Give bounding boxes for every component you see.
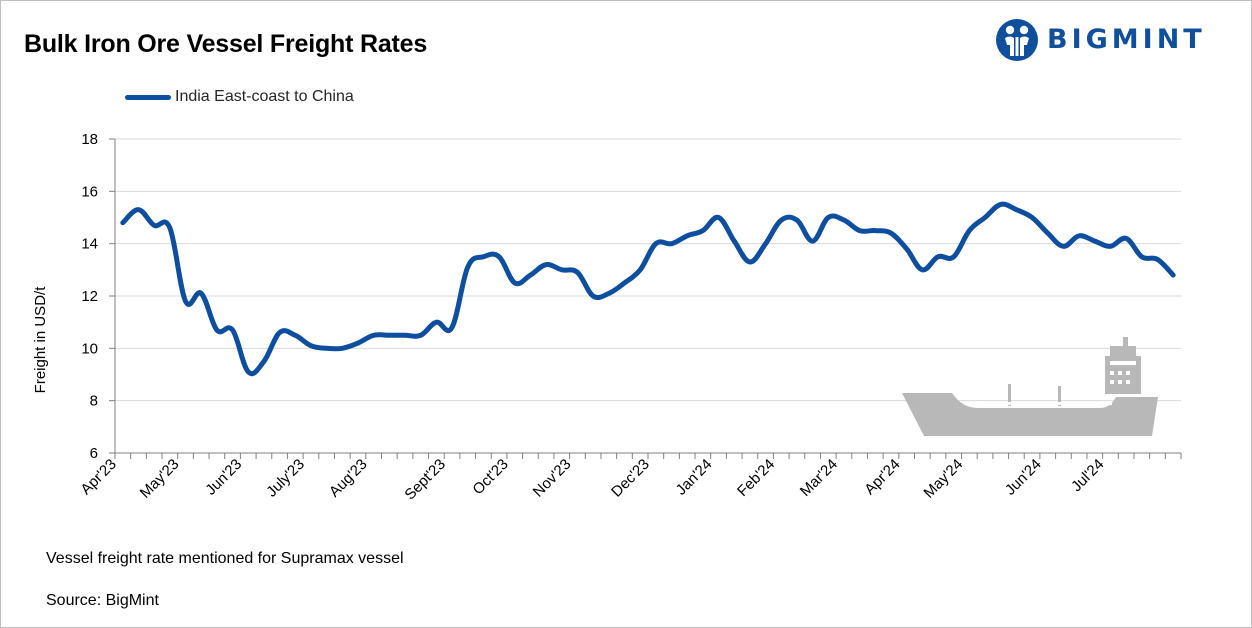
legend-swatch [125, 94, 171, 100]
x-tick-label: Nov'23 [530, 456, 575, 501]
axes [109, 138, 1182, 459]
bigmint-logo: BIGMINT [995, 18, 1225, 62]
x-tick-label: May'23 [137, 456, 183, 502]
y-tick-label: 10 [81, 340, 98, 357]
x-tick-label: Mar'24 [797, 456, 841, 500]
x-tick-label: Jun'24 [1002, 456, 1045, 499]
series-line-india-east-coast-to-china [120, 201, 1176, 377]
legend: India East-coast to China [125, 86, 354, 108]
footnote: Vessel freight rate mentioned for Supram… [46, 550, 404, 567]
ship-illustration [902, 337, 1158, 436]
gridlines [115, 138, 1181, 402]
y-axis-label: Freight in USD/t [32, 286, 49, 394]
x-tick-labels: Apr'23 May'23 Jun'23 July'23 Aug'23 Sept'23 Oc… [77, 456, 1107, 504]
bigmint-logo-icon [996, 19, 1038, 61]
x-tick-label: Jan'24 [673, 456, 716, 499]
y-tick-label: 8 [90, 393, 98, 410]
x-tick-label: Jul'24 [1068, 456, 1107, 495]
y-tick-label: 12 [81, 288, 98, 305]
y-tick-label: 14 [81, 236, 98, 253]
x-tick-label: Apr'23 [77, 456, 119, 498]
x-tick-label: May'24 [920, 456, 966, 502]
source-note: Source: BigMint [46, 592, 159, 609]
logo-wordmark: BIGMINT [1047, 24, 1206, 55]
y-tick-labels: 6 8 10 12 14 16 18 [81, 131, 98, 462]
y-tick-label: 18 [81, 131, 98, 148]
x-tick-label: July'23 [263, 456, 308, 501]
legend-label: India East-coast to China [175, 88, 354, 105]
x-tick-label: Dec'23 [608, 456, 653, 501]
x-tick-label: Jun'23 [202, 456, 245, 499]
x-tick-label: Oct'23 [469, 456, 511, 498]
x-tick-label: Aug'23 [326, 456, 371, 501]
x-tick-label: Apr'24 [861, 456, 903, 498]
chart-title: Bulk Iron Ore Vessel Freight Rates [24, 30, 428, 58]
y-tick-label: 6 [90, 445, 98, 462]
x-tick-label: Sept'23 [401, 456, 449, 504]
x-tick-label: Feb'24 [734, 456, 778, 500]
y-tick-label: 16 [81, 183, 98, 200]
